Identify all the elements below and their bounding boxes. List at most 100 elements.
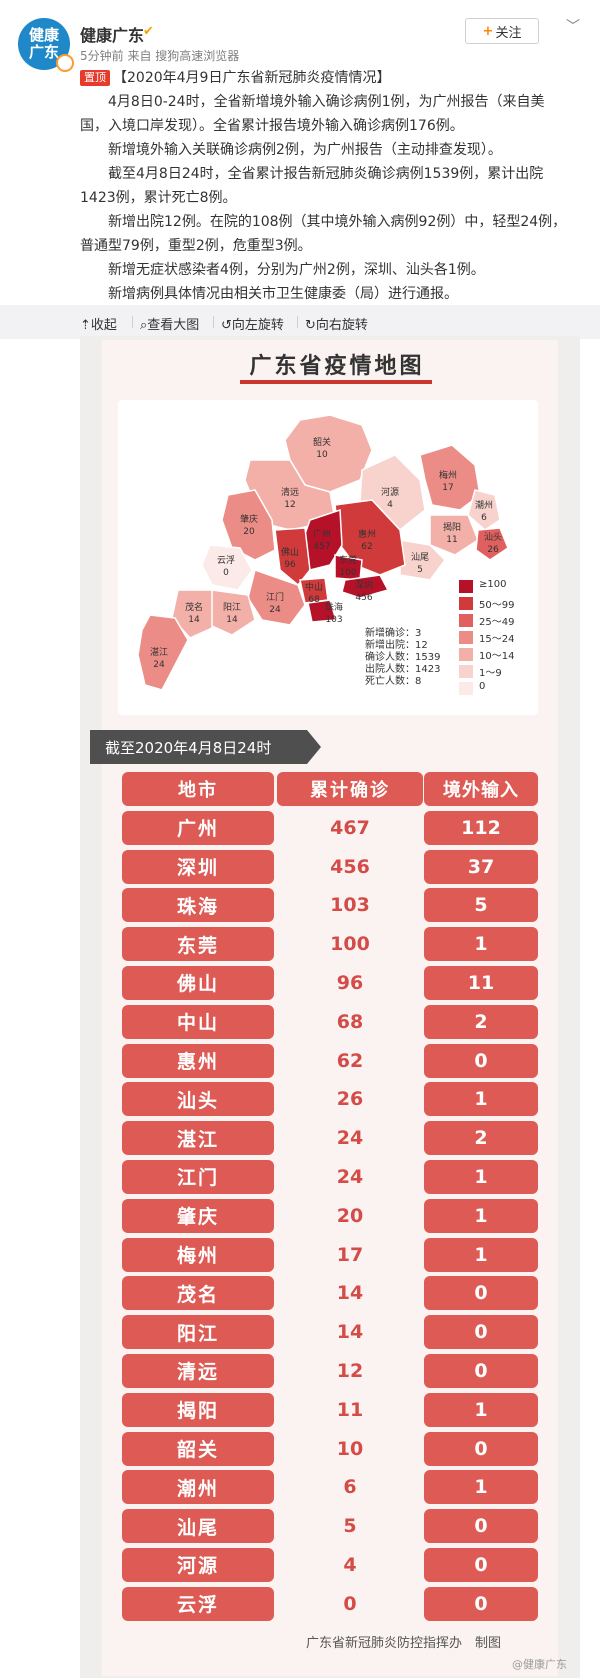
rotate-left-icon: ↺ [221,318,232,333]
magnifier-icon: ⌕ [140,318,148,333]
imported-cell: 1 [424,1082,538,1117]
account-name[interactable]: 健康广东 [80,26,145,45]
city-cell: 珠海 [122,888,274,923]
stat-new-discharged: 新增出院：12 [365,640,428,651]
city-cell: 云浮 [122,1586,274,1621]
table-row: 云浮 0 0 [122,1586,538,1626]
rotate-left-button[interactable]: ↺向左旋转 [221,314,284,333]
table-row: 珠海 103 5 [122,888,538,927]
city-cell: 惠州 [122,1043,274,1078]
confirmed-cell: 0 [277,1586,423,1621]
date-band: 截至2020年4月8日24时 [90,730,321,764]
verified-icon: ✔ [143,24,154,39]
stat-discharged: 出院人数：1423 [365,664,441,675]
post-title: 【2020年4月9日广东省新冠肺炎疫情情况】 [113,70,391,86]
follow-button[interactable]: + 关注 [465,18,539,44]
confirmed-cell: 24 [277,1121,423,1156]
legend-swatch [459,648,473,661]
city-cell: 湛江 [122,1121,274,1156]
city-cell: 东莞 [122,927,274,962]
chevron-down-icon[interactable]: ﹀ [566,19,580,35]
confirmed-cell: 96 [277,965,423,1000]
confirmed-cell: 5 [277,1509,423,1544]
confirmed-cell: 4 [277,1547,423,1582]
legend-label: ≥100 [479,579,507,590]
imported-cell: 0 [424,1586,538,1621]
city-cell: 汕头 [122,1082,274,1117]
rotate-left-label: 向左旋转 [231,318,284,333]
post-paragraph: 新增病例具体情况由相关市卫生健康委（局）进行通报。 [108,286,458,302]
cases-table: 地市 累计确诊 境外输入 广州 467 112 深圳 456 37 珠海 103 5 东莞 100 1… [122,772,538,1626]
map-title: 广东省疫情地图 [249,354,425,379]
post-paragraph: 新增无症状感染者4例，分别为广州2例，深圳、汕头各1例。 [108,262,485,278]
table-row: 江门 24 1 [122,1159,538,1199]
confirmed-cell: 26 [277,1082,423,1117]
confirmed-cell: 12 [277,1353,423,1388]
confirmed-cell: 68 [277,1004,423,1039]
imported-cell: 37 [424,849,538,884]
city-cell: 阳江 [122,1315,274,1350]
legend-label: 1～9 [479,668,502,679]
imported-cell: 0 [424,1431,538,1466]
imported-cell: 0 [424,1315,538,1350]
post-paragraph: 截至4月8日24时，全省累计报告新冠肺炎确诊病例1539例，累计出院1423例，… [80,166,544,206]
city-cell: 梅州 [122,1237,274,1272]
map-panel [118,400,538,715]
imported-cell: 11 [424,965,538,1000]
imported-cell: 0 [424,1547,538,1582]
table-row: 清远 12 0 [122,1353,538,1393]
plus-icon: + [482,23,494,39]
stat-confirmed: 确诊人数：1539 [365,652,441,663]
table-row: 广州 467 112 [122,810,538,850]
imported-cell: 1 [424,1237,538,1272]
table-row: 潮州 6 1 [122,1470,538,1509]
post-paragraph: 新增境外输入关联确诊病例2例，为广州报告（主动排查发现）。 [108,142,502,158]
rotate-right-label: 向右旋转 [315,318,368,333]
table-row: 惠州 62 0 [122,1043,538,1083]
city-cell: 广州 [122,810,274,845]
legend-swatch [459,597,473,610]
header-confirmed: 累计确诊 [277,772,423,806]
view-large-label: 查看大图 [147,318,200,333]
rotate-right-button[interactable]: ↻向右旋转 [305,314,368,333]
avatar[interactable]: 健康 广东 [18,18,70,70]
imported-cell: 1 [424,1159,538,1194]
divider [213,316,214,328]
legend-label: 50～99 [479,600,515,611]
imported-cell: 1 [424,927,538,962]
confirmed-cell: 17 [277,1237,423,1272]
table-row: 湛江 24 2 [122,1121,538,1160]
city-cell: 清远 [122,1353,274,1388]
divider [132,316,133,328]
confirmed-cell: 6 [277,1470,423,1505]
city-cell: 江门 [122,1159,274,1194]
image-toolbar: ⇡收起 ⌕查看大图 ↺向左旋转 ↻向右旋转 [0,305,600,339]
confirmed-cell: 14 [277,1315,423,1350]
imported-cell: 1 [424,1470,538,1505]
confirmed-cell: 62 [277,1043,423,1078]
divider [297,316,298,328]
table-row: 梅州 17 1 [122,1237,538,1277]
table-row: 汕头 26 1 [122,1082,538,1121]
avatar-text-top: 健康 [28,26,59,44]
view-large-button[interactable]: ⌕查看大图 [140,314,199,333]
city-cell: 佛山 [122,965,274,1000]
footer-credit: 广东省新冠肺炎防控指挥办 制图 [306,1636,502,1651]
table-row: 汕尾 5 0 [122,1509,538,1548]
confirmed-cell: 103 [277,888,423,923]
table-row: 东莞 100 1 [122,927,538,966]
stat-deaths: 死亡人数：8 [365,676,422,687]
city-cell: 河源 [122,1547,274,1582]
title-underline [240,380,432,384]
follow-label: 关注 [495,25,522,41]
legend-swatch [459,682,473,695]
post-paragraph: 4月8日0-24时，全省新增境外输入确诊病例1例，为广州报告（来自美国，入境口岸… [80,94,545,134]
legend-label: 0 [479,681,486,692]
collapse-button[interactable]: ⇡收起 [80,314,117,333]
imported-cell: 0 [424,1276,538,1311]
city-cell: 肇庆 [122,1198,274,1233]
confirmed-cell: 10 [277,1431,423,1466]
post-meta: 5分钟前 来自 搜狗高速浏览器 [80,49,240,63]
confirmed-cell: 20 [277,1198,423,1233]
legend-label: 25～49 [479,617,515,628]
